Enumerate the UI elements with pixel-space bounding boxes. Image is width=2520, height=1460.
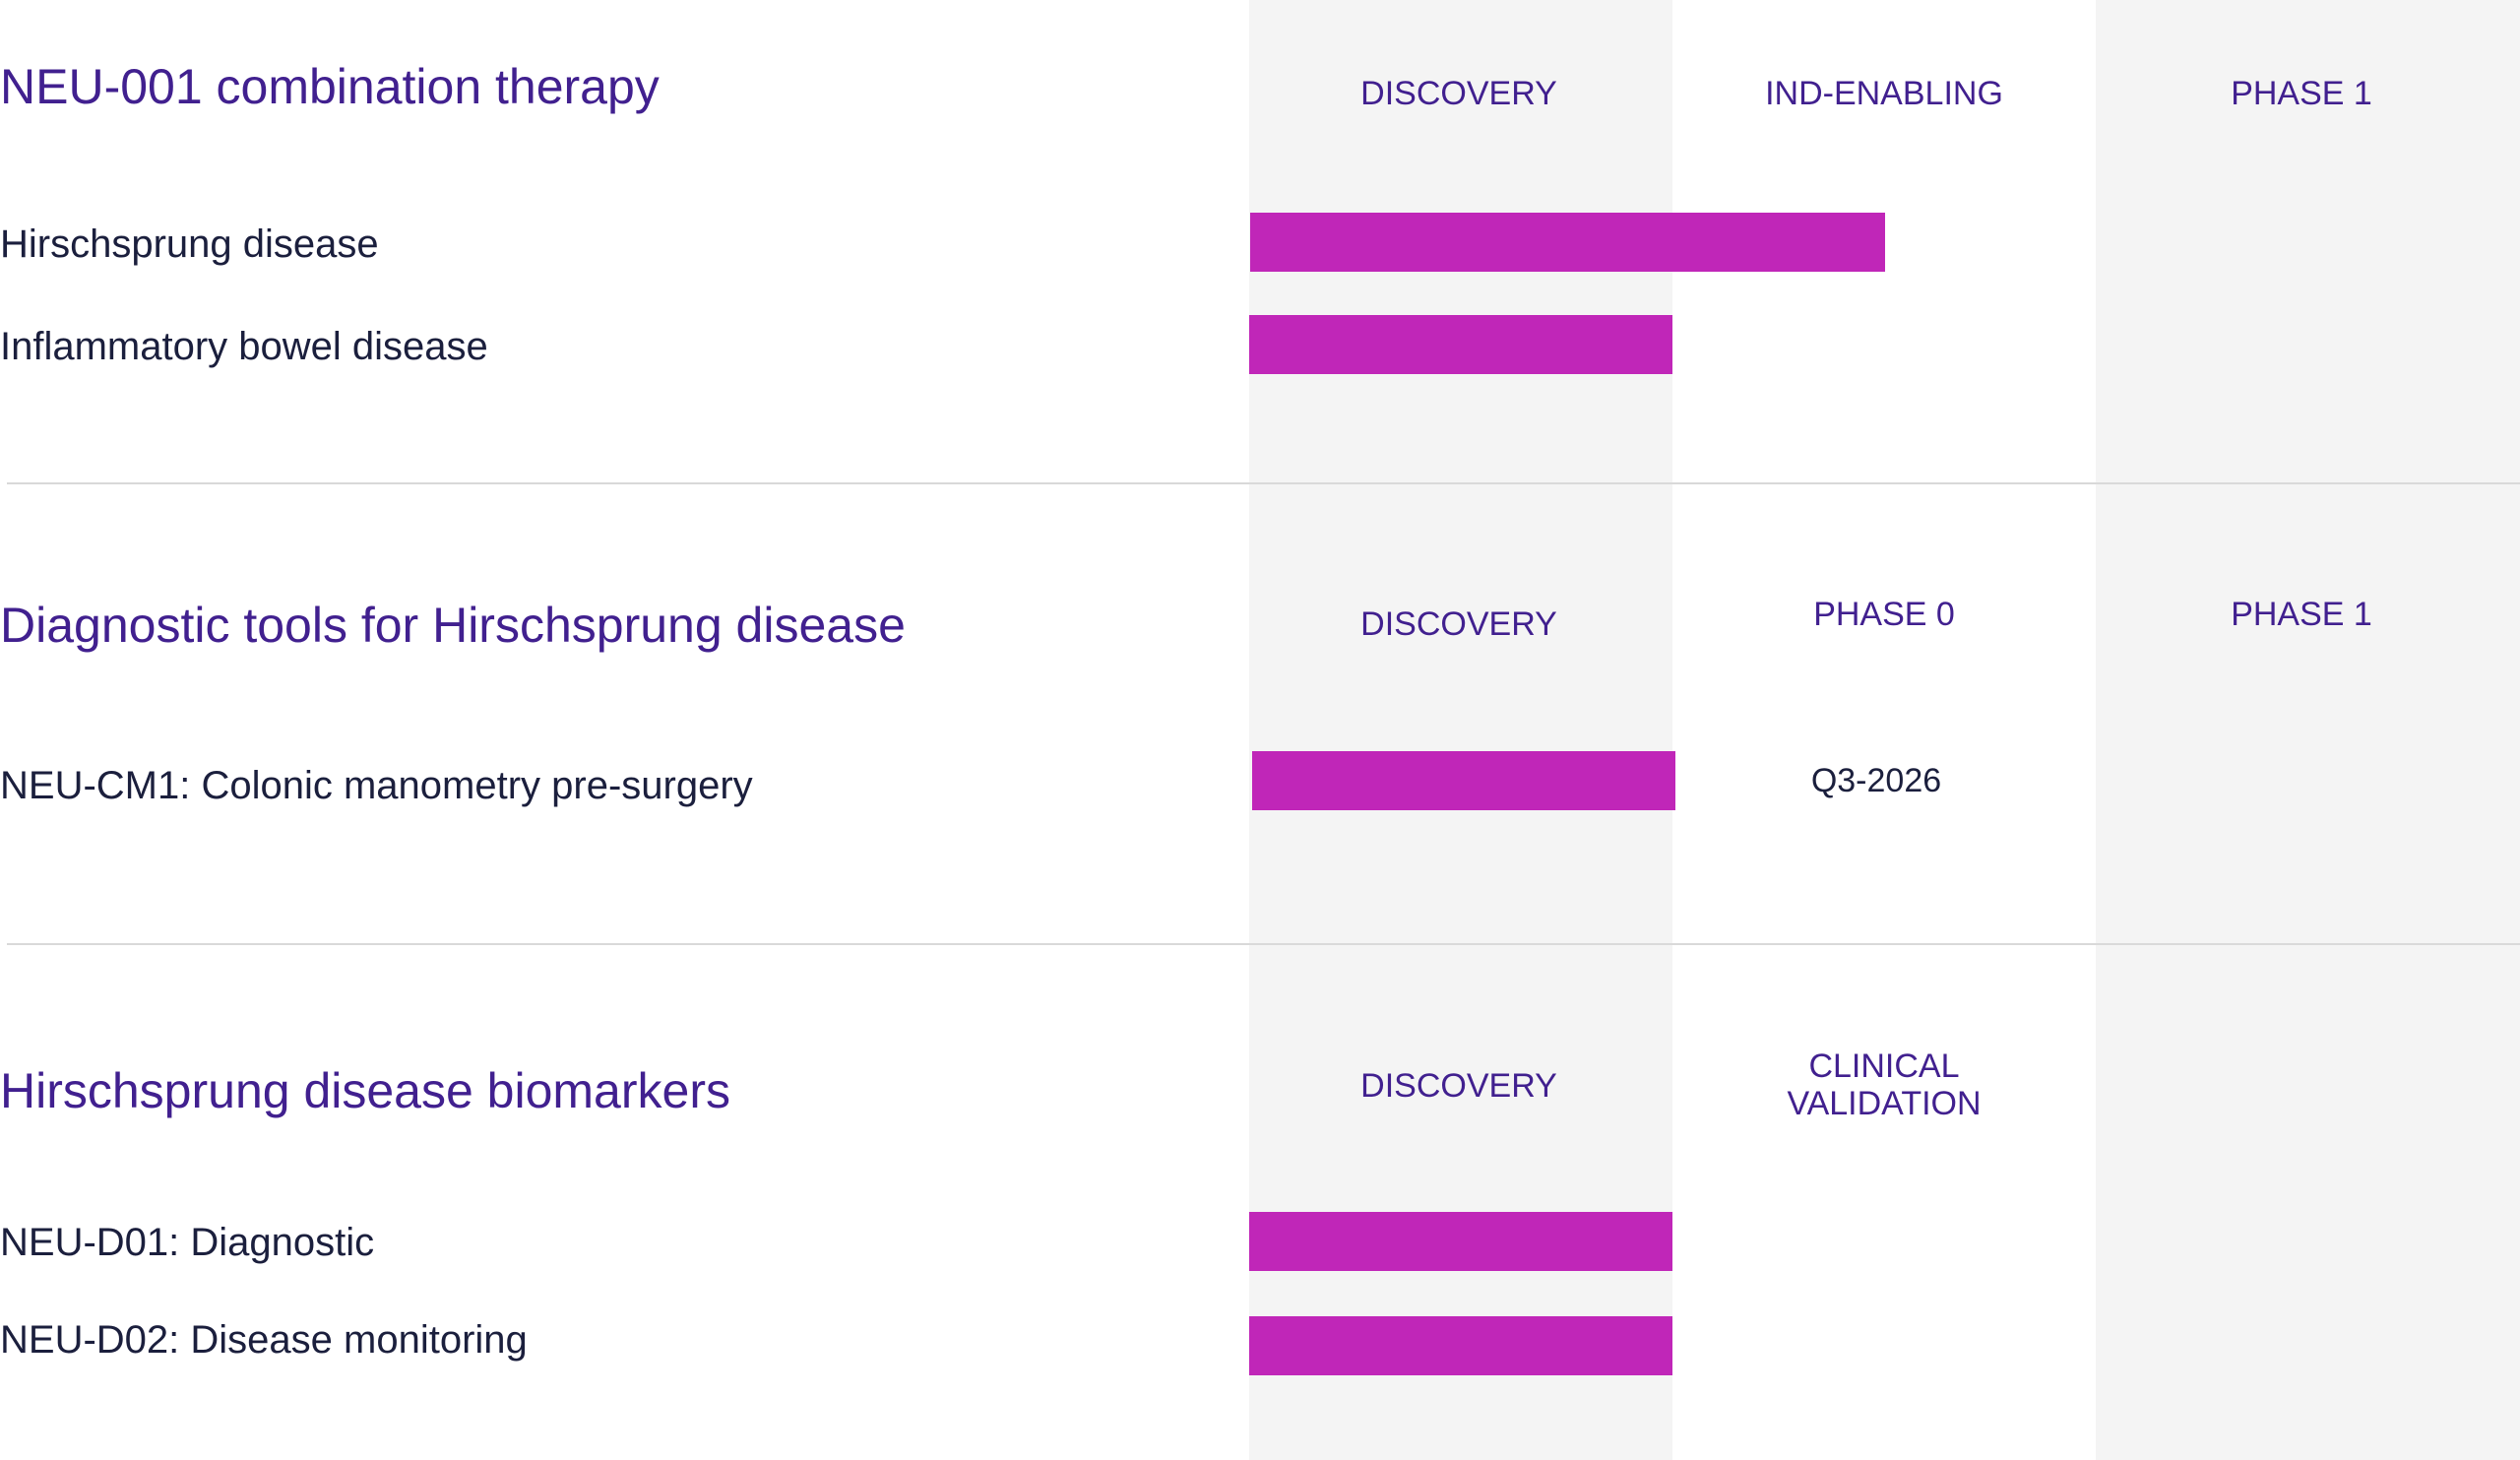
- section-divider-1: [7, 482, 2520, 484]
- program-label: Hirschsprung disease: [0, 222, 379, 266]
- program-milestone-note: Q3-2026: [1810, 762, 1942, 799]
- section-title: Diagnostic tools for Hirschsprung diseas…: [0, 598, 906, 653]
- stage-header-clinical-validation: CLINICAL VALIDATION: [1787, 1047, 1982, 1123]
- section-title: NEU-001 combination therapy: [0, 59, 660, 114]
- program-progress-bar: [1249, 1316, 1672, 1375]
- stage-header-discovery: DISCOVERY: [1360, 75, 1557, 112]
- section-title: Hirschsprung disease biomarkers: [0, 1063, 730, 1118]
- stage-header-ind-enabling: IND-ENABLING: [1765, 75, 2003, 112]
- stage-header-phase-1: PHASE 1: [2231, 75, 2372, 112]
- program-progress-bar: [1249, 315, 1672, 374]
- stage-header-discovery: DISCOVERY: [1360, 605, 1557, 643]
- program-progress-bar: [1249, 1212, 1672, 1271]
- program-label: Inflammatory bowel disease: [0, 325, 488, 368]
- program-progress-bar: [1252, 751, 1675, 810]
- stage-header-phase-0: PHASE 0: [1813, 596, 1955, 633]
- program-label: NEU-D01: Diagnostic: [0, 1221, 375, 1264]
- program-label: NEU-D02: Disease monitoring: [0, 1318, 528, 1362]
- section-divider-2: [7, 943, 2520, 945]
- stage-header-phase-1: PHASE 1: [2231, 596, 2372, 633]
- stage-header-discovery: DISCOVERY: [1360, 1067, 1557, 1105]
- program-label: NEU-CM1: Colonic manometry pre-surgery: [0, 764, 753, 807]
- program-progress-bar: [1250, 213, 1885, 272]
- stage-column-3-bg: [2096, 0, 2520, 1460]
